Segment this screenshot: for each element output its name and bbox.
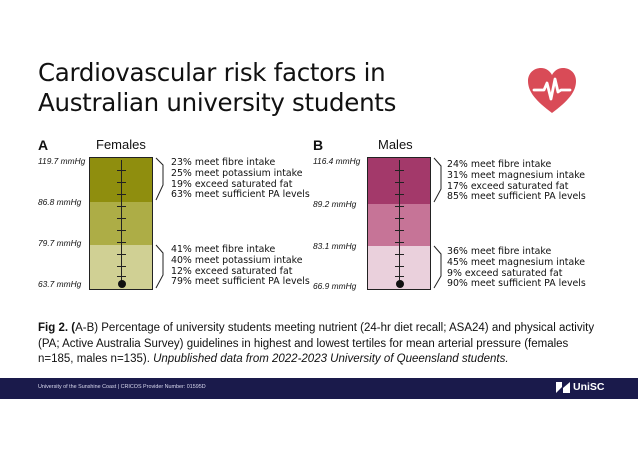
male-lowest-stat: 90% meet sufficient PA levels — [447, 278, 586, 290]
female-tick — [117, 218, 126, 219]
male-highest-stat: 24% meet fibre intake — [447, 159, 552, 170]
male-level-3: 83.1 mmHg — [313, 241, 357, 251]
male-highest-stat: 31% meet magnesium intake — [447, 169, 586, 181]
female-tick — [117, 242, 126, 243]
male-tick — [395, 242, 404, 243]
female-level-1: 119.7 mmHg — [38, 156, 86, 166]
female-lowest-stat: 12% exceed saturated fat — [171, 265, 293, 277]
male-thermometer — [367, 157, 431, 290]
female-tick — [117, 170, 126, 171]
male-tick — [395, 266, 404, 267]
male-tick — [395, 206, 404, 207]
male-tick — [395, 218, 404, 219]
male-braces — [433, 157, 442, 289]
female-tick — [117, 266, 126, 267]
unisc-logo: UniSC — [556, 381, 605, 393]
female-bulb — [118, 280, 126, 288]
male-highest-stat: 85% meet sufficient PA levels — [447, 191, 586, 203]
caption-italic: Unpublished data from 2022-2023 Universi… — [153, 353, 509, 365]
panel-a-title: Females — [96, 137, 146, 152]
female-tick — [117, 230, 126, 231]
male-tick — [395, 254, 404, 255]
female-lowest-stat: 40% meet potassium intake — [171, 254, 303, 266]
female-braces — [155, 157, 164, 289]
male-lowest-stat: 45% meet magnesium intake — [447, 256, 586, 268]
unisc-logo-icon — [556, 381, 570, 393]
caption-text: A-B) Percentage of university students m… — [38, 322, 595, 365]
female-highest-stats: 23% meet fibre intake 25% meet potassium… — [171, 157, 310, 201]
female-level-4: 63.7 mmHg — [38, 279, 82, 289]
female-tick — [117, 194, 126, 195]
female-thermometer — [89, 157, 153, 290]
female-highest-stat: 25% meet potassium intake — [171, 167, 303, 179]
footer-text: University of the Sunshine Coast | CRICO… — [38, 384, 206, 390]
heart-pulse-icon — [528, 68, 576, 113]
female-highest-stat: 19% exceed saturated fat — [171, 178, 293, 190]
panel-b-title: Males — [378, 137, 413, 152]
male-level-4: 66.9 mmHg — [313, 281, 357, 291]
female-lowest-stat: 79% meet sufficient PA levels — [171, 276, 310, 288]
male-lowest-stat: 36% meet fibre intake — [447, 246, 552, 257]
female-lowest-stat: 41% meet fibre intake — [171, 244, 276, 255]
female-level-3: 79.7 mmHg — [38, 238, 82, 248]
female-highest-stat: 63% meet sufficient PA levels — [171, 189, 310, 201]
male-level-2: 89.2 mmHg — [313, 199, 357, 209]
male-lowest-stats: 36% meet fibre intake 45% meet magnesium… — [447, 246, 586, 290]
female-tick — [117, 182, 126, 183]
female-highest-stat: 23% meet fibre intake — [171, 157, 276, 168]
male-level-1: 116.4 mmHg — [313, 156, 361, 166]
unisc-logo-text: UniSC — [573, 381, 605, 393]
male-tick — [395, 182, 404, 183]
male-tick — [395, 230, 404, 231]
male-highest-stats: 24% meet fibre intake 31% meet magnesium… — [447, 159, 586, 203]
slide-title: Cardiovascular risk factors in Australia… — [38, 58, 397, 117]
female-tick — [117, 254, 126, 255]
male-bulb — [396, 280, 404, 288]
male-tick — [395, 170, 404, 171]
female-level-2: 86.8 mmHg — [38, 197, 82, 207]
figure-caption: Fig 2. (A-B) Percentage of university st… — [38, 321, 598, 368]
male-tick — [395, 276, 404, 277]
female-lowest-stats: 41% meet fibre intake 40% meet potassium… — [171, 244, 310, 288]
female-tick — [117, 206, 126, 207]
pulse-line — [532, 77, 572, 101]
female-axis — [121, 160, 122, 285]
panel-a-letter: A — [38, 137, 49, 153]
panel-b-letter: B — [313, 137, 324, 153]
male-tick — [395, 194, 404, 195]
male-axis — [399, 160, 400, 285]
female-tick — [117, 276, 126, 277]
footer-bar — [0, 378, 638, 399]
caption-label: Fig 2. ( — [38, 322, 76, 334]
male-lowest-stat: 9% exceed saturated fat — [447, 267, 563, 279]
male-highest-stat: 17% exceed saturated fat — [447, 180, 569, 192]
